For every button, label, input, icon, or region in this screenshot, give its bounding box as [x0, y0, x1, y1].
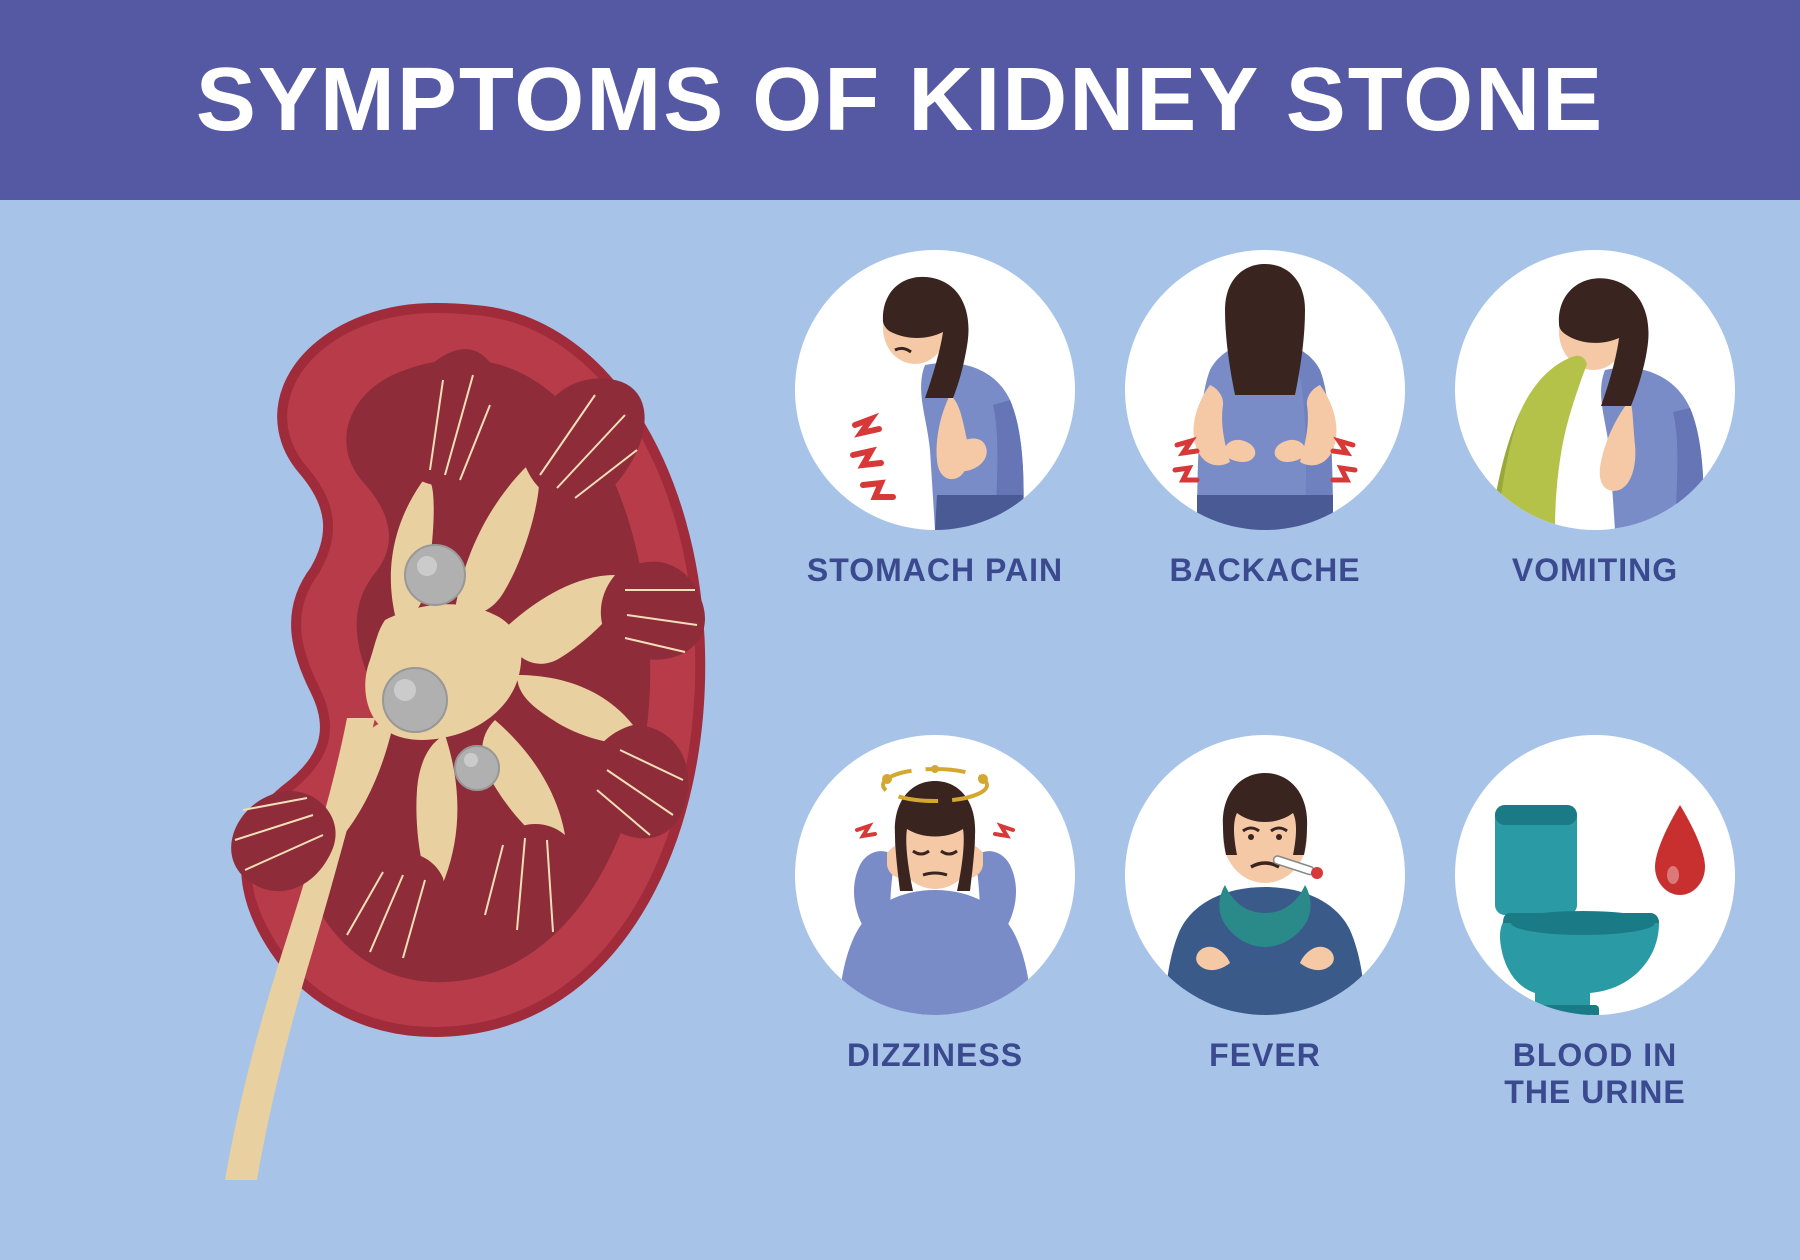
symptom-vomiting: VOMITING	[1450, 250, 1740, 705]
symptom-label: DIZZINESS	[847, 1037, 1023, 1074]
fever-icon	[1125, 735, 1405, 1015]
page-title: SYMPTOMS OF KIDNEY STONE	[196, 49, 1604, 152]
symptom-fever: FEVER	[1120, 735, 1410, 1190]
dizziness-icon	[795, 735, 1075, 1015]
kidney-panel	[0, 200, 780, 1260]
symptom-label: FEVER	[1209, 1037, 1321, 1074]
symptom-stomach-pain: STOMACH PAIN	[790, 250, 1080, 705]
kidney-icon	[85, 270, 725, 1190]
infographic-page: SYMPTOMS OF KIDNEY STONE	[0, 0, 1800, 1260]
stomach-pain-icon	[795, 250, 1075, 530]
content-area: STOMACH PAIN	[0, 200, 1800, 1260]
symptom-dizziness: DIZZINESS	[790, 735, 1080, 1190]
symptom-label: STOMACH PAIN	[807, 552, 1063, 589]
vomiting-icon	[1455, 250, 1735, 530]
backache-icon	[1125, 250, 1405, 530]
symptom-label: BACKACHE	[1169, 552, 1360, 589]
symptom-label: BLOOD INTHE URINE	[1504, 1037, 1685, 1111]
title-bar: SYMPTOMS OF KIDNEY STONE	[0, 0, 1800, 200]
blood-urine-icon	[1455, 735, 1735, 1015]
symptom-label: VOMITING	[1512, 552, 1678, 589]
symptom-blood-urine: BLOOD INTHE URINE	[1450, 735, 1740, 1190]
symptoms-grid: STOMACH PAIN	[780, 200, 1800, 1260]
symptom-backache: BACKACHE	[1120, 250, 1410, 705]
